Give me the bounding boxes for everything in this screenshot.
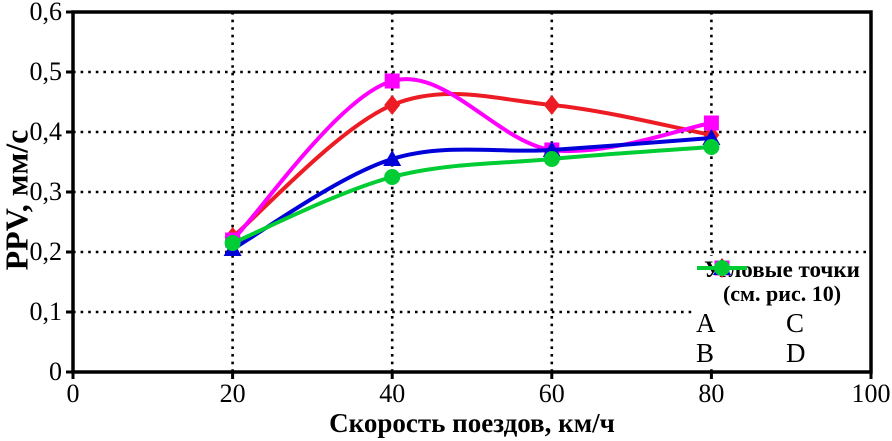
- y-tick-label-0: 0: [49, 357, 62, 386]
- legend-label-A: A: [696, 308, 716, 338]
- series-B-line: [230, 77, 714, 242]
- x-tick-label-40: 40: [379, 379, 406, 408]
- y-tick-label-0,6: 0,6: [29, 0, 63, 26]
- legend-subtitle: (см. рис. 10): [722, 281, 842, 306]
- x-axis-label: Скорость поездов, км/ч: [329, 408, 615, 438]
- legend-label-D: D: [786, 338, 806, 368]
- legend-marker-D: [714, 260, 730, 276]
- legend-label-B: B: [696, 338, 715, 368]
- series-A-line: [230, 92, 714, 239]
- series-D-point-80: [703, 139, 720, 155]
- legend-label-C: C: [786, 308, 805, 338]
- series-D-point-40: [384, 169, 401, 185]
- legend-swatch-D-circle-icon: [697, 260, 747, 276]
- series-A-point-60: [543, 95, 560, 115]
- plot-frame: [71, 10, 873, 374]
- legend-entry-C: C: [697, 259, 868, 338]
- x-tick-label-60: 60: [538, 379, 565, 408]
- series-A-point-40: [384, 95, 401, 115]
- x-tick-label-20: 20: [219, 379, 246, 408]
- x-tick-label-80: 80: [698, 379, 725, 408]
- y-tick-label-0,3: 0,3: [29, 177, 63, 206]
- x-tick-label-100: 100: [851, 379, 891, 408]
- legend-entry-A: A: [696, 258, 778, 338]
- series-C-point-40: [383, 150, 402, 166]
- y-tick-label-0,4: 0,4: [29, 117, 63, 146]
- y-tick-label-0,5: 0,5: [29, 57, 63, 86]
- series-B-point-80: [703, 115, 719, 131]
- legend-entry-B: B: [696, 260, 778, 368]
- series-C-line: [230, 136, 714, 251]
- series-D-line: [230, 145, 714, 245]
- y-tick-label-0,1: 0,1: [29, 297, 63, 326]
- series-D-point-20: [224, 235, 241, 251]
- x-tick-label-0: 0: [66, 379, 80, 408]
- series-B-point-40: [384, 73, 400, 89]
- y-axis-label: PPV, мм/с: [0, 129, 35, 271]
- series-D-point-60: [543, 151, 560, 167]
- y-tick-label-0,2: 0,2: [29, 237, 63, 266]
- legend-entry-D: D: [697, 260, 868, 368]
